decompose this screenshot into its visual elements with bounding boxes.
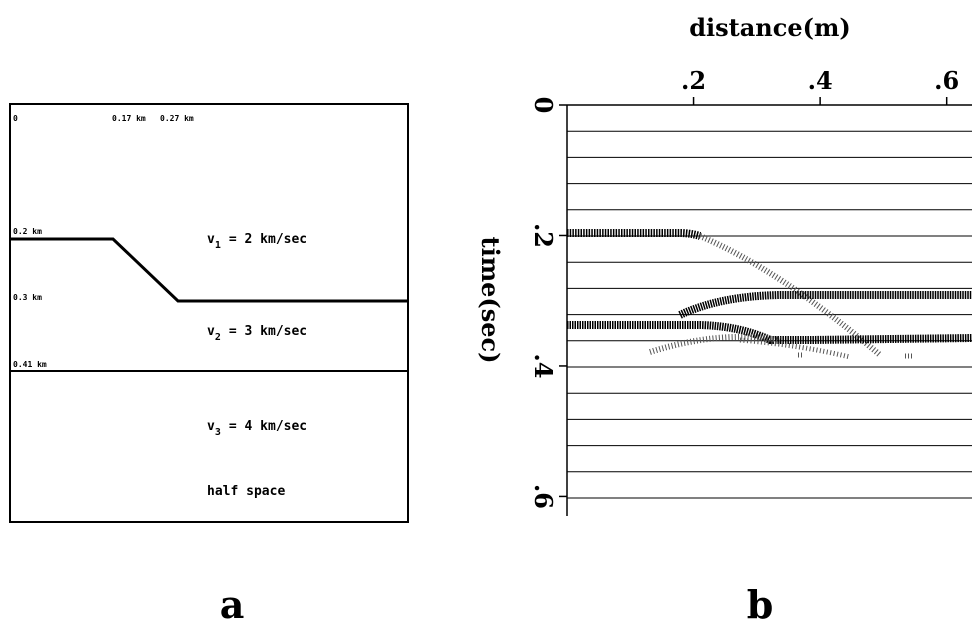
y-tick-label: .6 [529,484,558,509]
traces [567,130,972,499]
layer-label: v1 = 2 km/sec v2 = 3 km/sec v3 = 4 km/sec [207,232,307,438]
y-tick-label: .4 [529,353,558,378]
y-tick-label: .2 [529,223,558,248]
x-tick-label: .2 [681,66,706,95]
svg-text:v3= 4 km/sec: v3 = 4 km/sec [207,419,307,438]
model-box [9,103,409,523]
x-tick-label: .4 [808,66,833,95]
depth-label: 0.41 km [13,360,47,369]
depth-label: 0.3 km [13,293,42,302]
y-tick-label: 0 [529,97,558,114]
symbol: v [207,324,215,339]
top-label: 0.17 km [112,114,146,123]
depth-label: 0.2 km [13,227,42,236]
svg-text:v1= 2 km/sec: v1 = 2 km/sec [207,232,307,251]
text: = 3 km/sec [229,324,307,339]
x-label: distance(m) [689,13,850,42]
events [567,229,972,360]
interface [10,237,408,303]
y-label: time(sec) [476,237,505,364]
subscript: 2 [215,332,221,343]
panel-label: a [220,582,245,627]
symbol: v [207,419,215,434]
text: = 4 km/sec [229,419,307,434]
symbol: v [207,232,215,247]
top-label: 0.27 km [160,114,194,123]
x-tick-label: .6 [934,66,959,95]
text: = 2 km/sec [229,232,307,247]
top-label: 0 [13,114,18,123]
svg-text:v2= 3 km/sec: v2 = 3 km/sec [207,324,307,343]
half-space: half space [207,484,285,499]
subscript: 3 [215,427,221,438]
panel-label: b [747,582,774,627]
subscript: 1 [215,240,221,251]
